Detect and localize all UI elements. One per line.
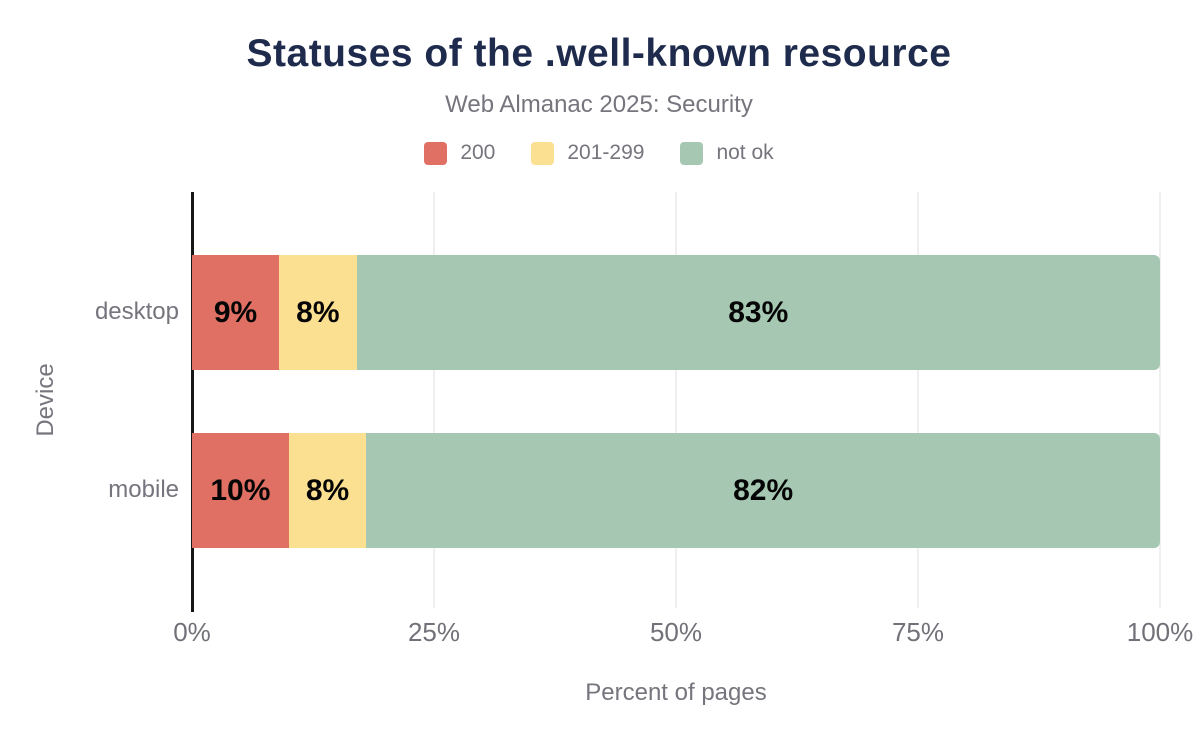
legend-label: 200	[460, 141, 496, 164]
y-axis-title: Device	[32, 363, 59, 437]
legend-swatch-icon	[531, 141, 555, 165]
gridline	[675, 192, 677, 608]
bar-segment-201-299: 8%	[279, 255, 357, 370]
bar-segment-200: 9%	[192, 255, 280, 370]
bar-segment-value-label: 82%	[733, 473, 794, 507]
x-tick-label: 50%	[649, 617, 703, 647]
bar-segment-not-ok: 83%	[356, 255, 1160, 370]
legend-swatch-icon	[424, 141, 448, 165]
gridline	[433, 192, 435, 608]
legend-label: 201-299	[567, 141, 645, 164]
bar-segment-value-label: 9%	[213, 295, 258, 329]
legend-label: not ok	[716, 141, 774, 164]
legend: 200 201-299 not ok	[0, 141, 1198, 165]
x-tick-label: 100%	[1126, 617, 1194, 647]
gridline	[1159, 192, 1161, 608]
legend-item: not ok	[680, 141, 774, 165]
y-axis-line	[191, 192, 194, 612]
x-axis-title: Percent of pages	[585, 679, 767, 706]
bar-segment-200: 10%	[192, 433, 289, 548]
x-tick-label: 25%	[407, 617, 461, 647]
gridline	[917, 192, 919, 608]
plot-area: 9% 8% 83% 10% 8% 82% desktop mobile	[95, 192, 1161, 612]
x-tick-label: 0%	[173, 617, 211, 647]
chart-title: Statuses of the .well-known resource	[246, 32, 952, 75]
bar-segment-not-ok: 82%	[366, 433, 1160, 548]
legend-item: 201-299	[531, 141, 644, 165]
bar-segment-value-label: 83%	[728, 295, 789, 329]
bar-segment-value-label: 8%	[305, 473, 350, 507]
chart-subtitle: Web Almanac 2025: Security	[445, 91, 753, 118]
y-category-label-desktop: desktop	[94, 298, 179, 325]
x-axis-ticks: 0% 25% 50% 75% 100%	[173, 617, 1193, 649]
bar-segment-value-label: 10%	[210, 473, 271, 507]
bar-desktop: 9% 8% 83%	[192, 255, 1160, 370]
bar-mobile: 10% 8% 82%	[192, 433, 1160, 548]
bar-segment-value-label: 8%	[296, 295, 340, 329]
legend-item: 200	[424, 141, 495, 165]
legend-swatch-icon	[680, 141, 704, 165]
x-tick-label: 75%	[891, 617, 945, 647]
y-category-label-mobile: mobile	[108, 476, 179, 503]
bar-segment-201-299: 8%	[288, 433, 367, 548]
